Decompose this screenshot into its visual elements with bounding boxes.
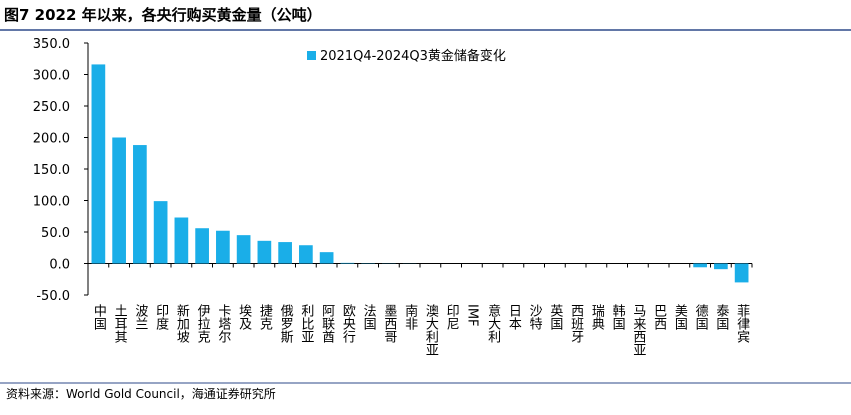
- y-tick-label: 200.0: [33, 132, 70, 147]
- x-tick-label: 土耳其: [112, 304, 128, 343]
- x-tick-label: 沙特: [527, 304, 543, 330]
- y-tick-label: 50.0: [41, 226, 70, 241]
- bar: [133, 145, 147, 263]
- x-tick-label: 瑞典: [589, 304, 605, 330]
- x-tick-label: 菲律宾: [734, 304, 750, 343]
- x-tick-label: 波兰: [132, 304, 148, 330]
- y-tick-label: -50.0: [36, 289, 70, 304]
- x-tick-label: 美国: [672, 304, 688, 330]
- bar: [195, 228, 209, 263]
- bar: [341, 263, 355, 264]
- x-tick-label: 西班牙: [568, 304, 584, 343]
- x-tick-label: 墨西哥: [381, 304, 397, 343]
- bar: [175, 218, 189, 264]
- x-tick-label: 泰国: [713, 304, 729, 330]
- bar: [714, 264, 728, 270]
- legend-swatch: [307, 51, 316, 60]
- x-tick-label: 巴西: [651, 304, 667, 330]
- x-tick-label: 日本: [506, 304, 522, 330]
- bar: [299, 245, 313, 263]
- x-tick-label: 意大利: [485, 303, 501, 343]
- y-tick-label: 0.0: [49, 258, 70, 273]
- x-tick-label: 韩国: [610, 304, 626, 330]
- bar: [112, 138, 126, 264]
- y-tick-label: 250.0: [33, 100, 70, 115]
- x-tick-label: IMF: [464, 304, 479, 327]
- bar: [735, 264, 749, 283]
- x-tick-label: 南非: [402, 303, 418, 330]
- y-tick-label: 350.0: [33, 37, 70, 52]
- x-tick-label: 利比亚: [298, 304, 314, 343]
- x-tick-label: 印度: [153, 304, 169, 330]
- x-tick-label: 印尼: [444, 304, 460, 330]
- legend-label: 2021Q4-2024Q3黄金储备变化: [320, 48, 506, 64]
- bar: [237, 235, 251, 263]
- x-tick-label: 法国: [361, 304, 377, 330]
- x-tick-label: 伊拉克: [195, 304, 211, 344]
- y-tick-label: 100.0: [33, 195, 70, 210]
- chart-title: 图7 2022 年以来，各央行购买黄金量（公吨）: [4, 6, 322, 24]
- bar: [92, 64, 106, 263]
- x-tick-label: 卡塔尔: [215, 304, 231, 343]
- x-tick-label: 英国: [547, 304, 563, 330]
- x-tick-label: 新加坡: [174, 303, 190, 343]
- x-tick-label: 马来西亚: [630, 304, 646, 356]
- x-tick-label: 阿联酋: [319, 304, 335, 343]
- source: 资料来源：World Gold Council，海通证券研究所: [6, 386, 276, 401]
- y-tick-label: 150.0: [33, 163, 70, 178]
- bar: [258, 241, 272, 264]
- x-tick-label: 德国: [693, 304, 709, 330]
- x-tick-label: 埃及: [236, 304, 252, 330]
- x-tick-label: 欧央行: [340, 304, 356, 344]
- y-tick-label: 300.0: [33, 69, 70, 84]
- bar: [154, 201, 168, 263]
- x-tick-label: 中国: [91, 304, 106, 330]
- x-tick-label: 澳大利亚: [423, 303, 439, 356]
- bar: [216, 231, 230, 264]
- x-tick-label: 捷克: [257, 304, 273, 331]
- bar: [693, 264, 707, 268]
- bar: [320, 252, 334, 263]
- x-tick-label: 俄罗斯: [278, 304, 294, 344]
- bar: [278, 242, 292, 263]
